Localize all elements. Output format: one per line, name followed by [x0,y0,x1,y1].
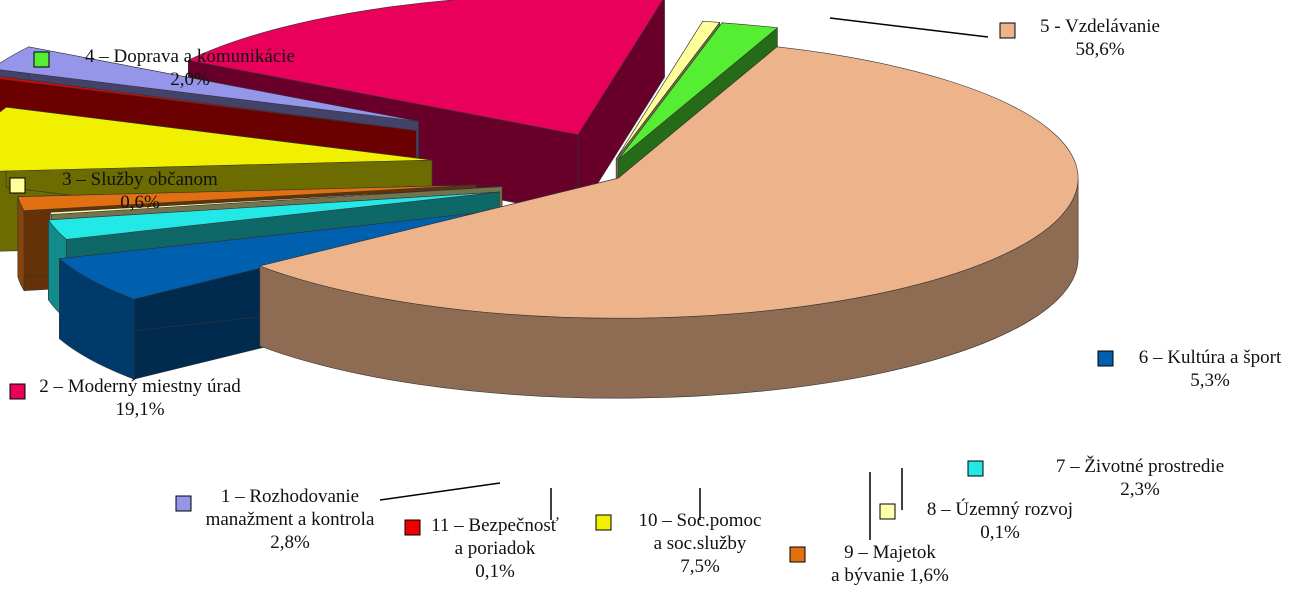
slice-4-top [618,22,779,160]
slice-5-top [258,46,1079,319]
slice-3-label: 3 – Služby občanom 0,6% [62,169,218,213]
slice-5 [258,46,1079,399]
slice-7-legend-swatch [967,460,984,477]
slice-9-label-line-2: a bývanie 1,6% [831,565,949,586]
slice-1-legend-swatch [175,495,192,512]
slice-4-label-line-1: 4 – Doprava a komunikácie [85,46,295,67]
slice-5-legend-swatch [999,22,1016,39]
slice-8-label-line-1: 8 – Územný rozvoj [927,498,1073,520]
slice-10-label-line-3: 7,5% [680,556,720,577]
slice-7-top [47,191,500,240]
slice-9-label-line-1: 9 – Majetok [844,542,936,563]
slice-11-label-line-3: 0,1% [475,561,515,582]
slice-3-label-line-1: 3 – Služby občanom [62,169,218,190]
slice-2-label-line-2: 19,1% [115,399,164,420]
slice-6-label-line-2: 5,3% [1190,370,1230,391]
slice-2-label: 2 – Moderný miestny úrad 19,1% [39,376,241,420]
slice-11-label-line-1: 11 – Bezpečnosť [431,515,559,536]
slice-5-label-line-2: 58,6% [1075,39,1124,60]
slice-10-top [0,106,433,172]
slice-4-label: 4 – Doprava a komunikácie 2,0% [85,46,295,90]
slice-9-top [17,184,477,211]
slice-3-legend-swatch [9,177,26,194]
slice-5-label-line-1: 5 - Vzdelávanie [1040,16,1160,37]
slice-11-label: 11 – Bezpečnosť a poriadok 0,1% [431,515,559,582]
slice-4-label-line-2: 2,0% [170,69,210,90]
slice-11-label-line-2: a poriadok [455,538,536,559]
slice-1-label-line-3: 2,8% [270,532,310,553]
slice-8-top [49,186,503,215]
slice-8-label: 8 – Územný rozvoj 0,1% [927,498,1073,543]
slice-3-top [615,21,721,160]
slice-1-label: 1 – Rozhodovanie manažment a kontrola 2,8% [206,486,375,553]
slice-6-legend-swatch [1097,350,1114,367]
slice-1-leader-line [379,482,501,501]
slice-2-top [187,0,664,135]
slice-11-legend-swatch [404,519,421,536]
slice-3-label-line-2: 0,6% [120,192,160,213]
slice-1-label-line-2: manažment a kontrola [206,509,375,530]
slice-8-legend-swatch [879,503,896,520]
slice-6-top [58,211,493,300]
slice-5-leader-line [829,17,989,38]
slice-2-legend-swatch [9,383,26,400]
slice-4-legend-swatch [33,51,50,68]
slice-1-top [0,46,419,122]
slice-6-label: 6 – Kultúra a šport 5,3% [1139,347,1282,391]
slice-7-label-line-1: 7 – Životné prostredie [1056,455,1224,477]
slice-6-label-line-1: 6 – Kultúra a šport [1139,347,1282,368]
slice-8-label-line-2: 0,1% [980,522,1020,543]
slice-7-label: 7 – Životné prostredie 2,3% [1056,455,1224,500]
slice-7-label-line-2: 2,3% [1120,479,1160,500]
slice-5-label: 5 - Vzdelávanie 58,6% [1040,16,1160,60]
slice-10-label: 10 – Soc.pomoc a soc.služby 7,5% [639,510,762,577]
slice-9-legend-swatch [789,546,806,563]
slice-10-label-line-2: a soc.služby [654,533,747,554]
slice-10-label-line-1: 10 – Soc.pomoc [639,510,762,531]
slice-9-label: 9 – Majetok a bývanie 1,6% [831,542,949,586]
slice-2-label-line-1: 2 – Moderný miestny úrad [39,376,241,397]
slice-1-label-line-1: 1 – Rozhodovanie [221,486,359,507]
slice-10-legend-swatch [595,514,612,531]
slice-9-side [17,196,25,292]
